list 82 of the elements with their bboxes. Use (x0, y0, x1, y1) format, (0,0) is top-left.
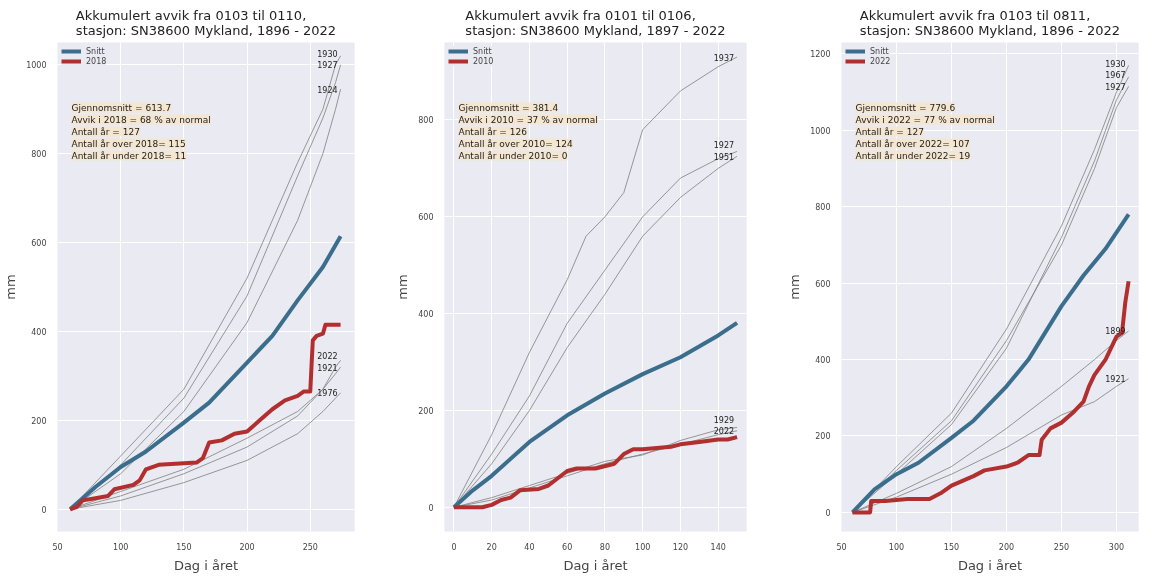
annotation: Antall år = 126 (458, 126, 528, 137)
y-tick-label: 0 (41, 505, 47, 515)
y-axis-title: mm (3, 274, 19, 300)
x-tick-label: 140 (710, 542, 726, 552)
series-label: 1921 (1105, 375, 1126, 385)
legend-label: 2018 (86, 56, 107, 66)
annotation: Antall år under 2018= 11 (71, 150, 187, 161)
x-tick-label: 120 (672, 542, 689, 552)
series-label: 1927 (713, 141, 735, 151)
x-tick-label: 150 (943, 542, 960, 552)
y-tick-label: 400 (815, 356, 831, 366)
y-tick-label: 600 (418, 213, 434, 223)
series-label: 1930 (1105, 59, 1126, 69)
y-tick-label: 200 (31, 416, 47, 426)
x-tick-label: 150 (176, 542, 192, 552)
x-tick-label: 100 (113, 542, 129, 552)
x-tick-label: 200 (239, 542, 255, 552)
x-tick-label: 50 (52, 542, 63, 552)
x-axis-title: Dag i året (957, 557, 1023, 573)
series-label: 2022 (713, 427, 735, 437)
annotation: Gjennomsnitt = 613.7 (71, 102, 172, 113)
y-axis-title: mm (787, 274, 803, 300)
x-axis-title: Dag i året (173, 557, 239, 573)
y-tick-label: 400 (31, 327, 47, 337)
x-tick-label: 60 (562, 542, 573, 552)
series-label: 1976 (317, 389, 338, 399)
annotation: Antall år over 2022= 107 (855, 138, 970, 149)
y-tick-label: 400 (418, 310, 434, 320)
annotation: Antall år over 2018= 115 (71, 138, 186, 149)
chart-title: Akkumulert avvik fra 0101 til 0106, stasjon: SN38600 Mykland, 1897 - 2022 (465, 7, 726, 38)
x-tick-label: 250 (1053, 542, 1070, 552)
series-label: 1924 (317, 85, 338, 95)
x-tick-label: 100 (635, 542, 651, 552)
legend-label: 2010 (473, 56, 494, 66)
x-tick-label: 20 (486, 542, 497, 552)
series-label: 1921 (317, 363, 338, 373)
x-tick-label: 50 (836, 542, 847, 552)
legend-label: Snitt (86, 46, 106, 56)
x-tick-label: 80 (599, 542, 611, 552)
y-tick-label: 800 (815, 203, 831, 213)
y-tick-label: 600 (815, 279, 831, 289)
y-tick-label: 1000 (26, 61, 47, 71)
x-tick-label: 200 (998, 542, 1015, 552)
y-tick-label: 1000 (810, 126, 831, 136)
x-axis-title: Dag i året (563, 557, 628, 573)
y-tick-label: 800 (31, 150, 47, 160)
series-label: 1927 (317, 61, 338, 71)
y-tick-label: 0 (428, 503, 434, 513)
x-tick-label: 100 (888, 542, 905, 552)
legend-label: Snitt (473, 46, 493, 56)
chart-title: Akkumulert avvik fra 0103 til 0811, stasjon: SN38600 Mykland, 1896 - 2022 (859, 7, 1121, 38)
y-tick-label: 600 (31, 239, 47, 249)
annotation: Antall år under 2022= 19 (855, 150, 971, 161)
x-tick-label: 300 (1108, 542, 1125, 552)
annotation: Antall år over 2010= 124 (458, 138, 574, 149)
y-axis-title: mm (395, 274, 411, 300)
y-tick-label: 1200 (810, 50, 831, 60)
series-label: 1951 (713, 152, 735, 162)
annotation: Avvik i 2022 = 77 % av normal (855, 114, 995, 125)
y-tick-label: 200 (815, 432, 831, 442)
legend-label: 2022 (870, 56, 891, 66)
series-label: 1937 (713, 53, 735, 63)
annotation: Gjennomsnitt = 779.6 (855, 102, 956, 113)
annotation: Avvik i 2018 = 68 % av normal (71, 114, 211, 125)
x-tick-label: 40 (524, 542, 535, 552)
annotation: Antall år = 127 (855, 126, 924, 137)
annotation: Antall år under 2010= 0 (458, 150, 568, 161)
legend-label: Snitt (870, 46, 890, 56)
series-label: 1927 (1105, 82, 1126, 92)
y-tick-label: 200 (418, 406, 434, 416)
annotation: Antall år = 127 (71, 126, 140, 137)
series-label: 2022 (317, 351, 338, 361)
series-label: 1930 (317, 49, 338, 59)
y-tick-label: 0 (825, 508, 831, 518)
annotation: Avvik i 2010 = 37 % av normal (458, 114, 598, 125)
annotation: Gjennomsnitt = 381.4 (458, 102, 559, 113)
y-tick-label: 800 (418, 116, 434, 126)
x-tick-label: 0 (451, 542, 457, 552)
series-label: 1929 (713, 415, 735, 425)
chart-title: Akkumulert avvik fra 0103 til 0110, stasjon: SN38600 Mykland, 1896 - 2022 (75, 7, 337, 38)
x-tick-label: 250 (302, 542, 318, 552)
series-label: 1967 (1105, 71, 1126, 81)
